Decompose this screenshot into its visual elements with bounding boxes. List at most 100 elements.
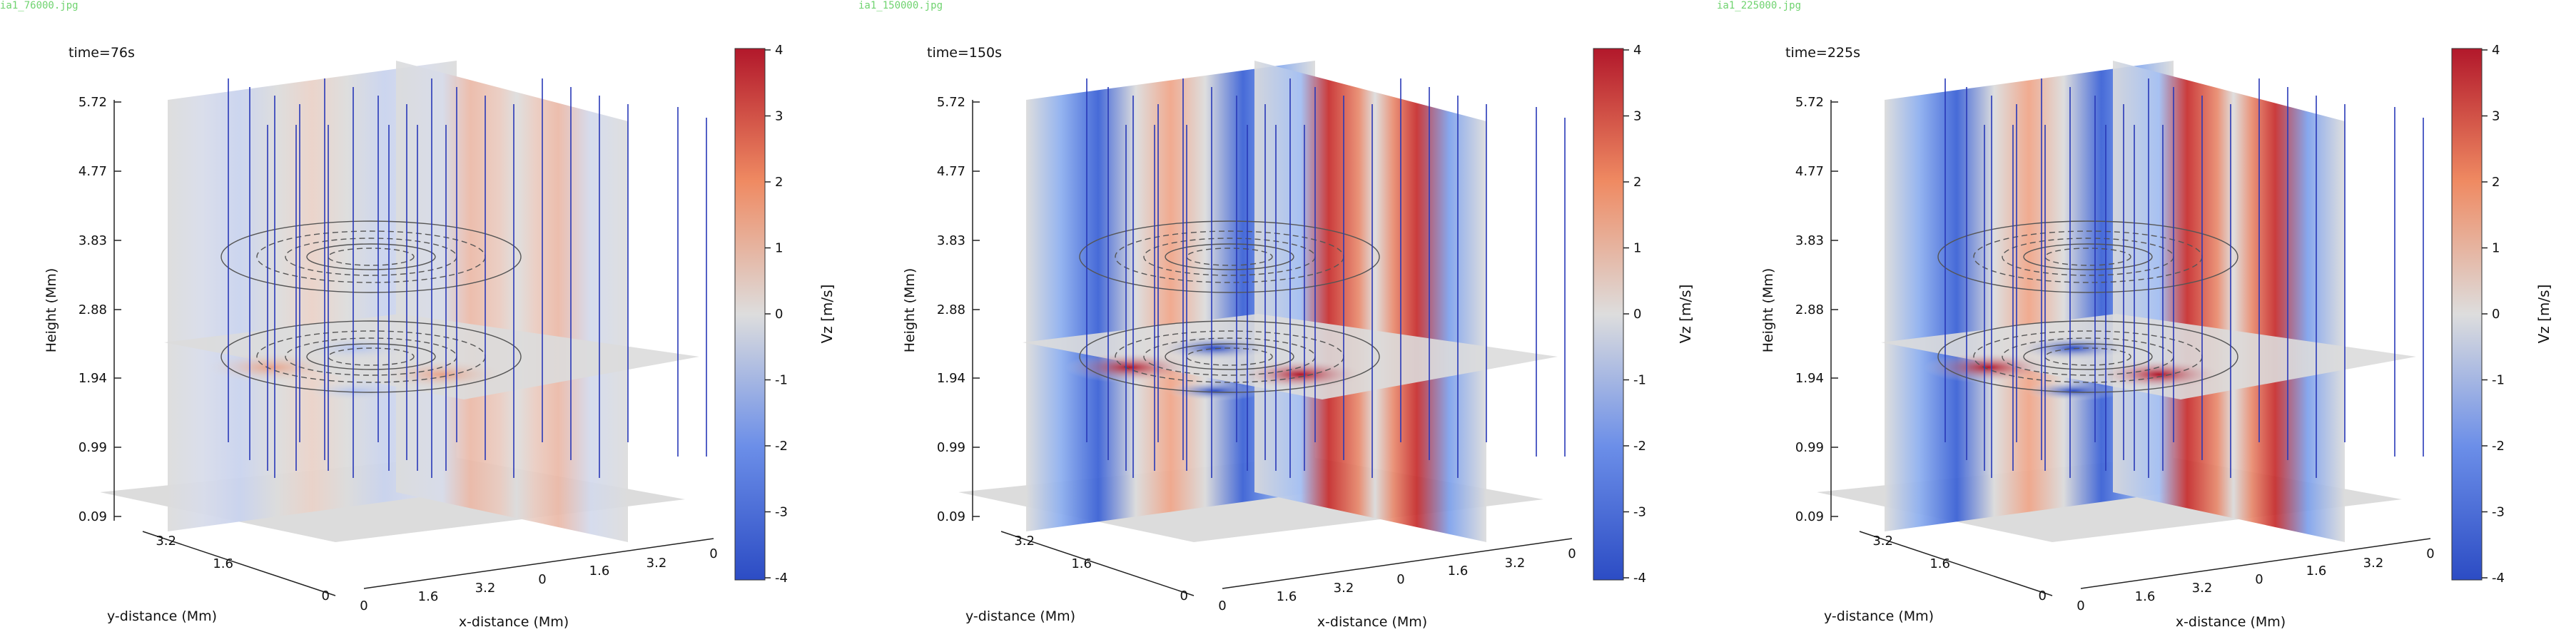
colorbar-tick-label: 2 (2492, 175, 2500, 190)
x-tick-label: 1.6 (2306, 564, 2327, 579)
slice-xy-blob (307, 381, 407, 401)
contour-ring (1937, 320, 2238, 393)
x-axis-label: x-distance (Mm) (459, 614, 569, 630)
x-axis (363, 538, 714, 589)
colorbar-tick-label: -1 (1633, 373, 1646, 388)
height-tick-label: 3.83 (937, 233, 965, 248)
slice-xz (1254, 61, 1486, 542)
x-tick-label: 0 (1218, 598, 1226, 613)
colorbar-label: Vz [m/s] (2535, 285, 2552, 344)
height-tick-label: 4.77 (78, 164, 107, 179)
x-tick-label: 3.2 (2363, 556, 2384, 571)
colorbar-tick-label: -4 (775, 571, 788, 586)
y-tick-label: 0 (1180, 588, 1188, 603)
colorbar-tick-label: 4 (775, 43, 783, 58)
height-tick-label: 1.94 (78, 371, 107, 386)
colorbar-tick-label: -4 (2492, 571, 2505, 586)
height-tick-label: 2.88 (78, 302, 107, 317)
x-axis-label: x-distance (Mm) (1317, 614, 1427, 630)
height-axis-label: Height (Mm) (902, 268, 918, 353)
x-tick-label: 3.2 (646, 556, 667, 571)
colorbar-tick-label: -4 (1633, 571, 1646, 586)
x-axis (1222, 538, 1573, 589)
colorbar-tick-label: 0 (1633, 307, 1641, 322)
contour-ring (2044, 248, 2131, 266)
colorbar-tick-label: -2 (1633, 439, 1646, 454)
y-axis-label: y-distance (Mm) (1824, 608, 1934, 624)
x-tick-label: 1.6 (589, 564, 610, 579)
panel-2: ia1_150000.jpg 5.72 4.77 3.83 2.88 1.94 0.99 0… (858, 0, 1717, 642)
y-tick-label: 3.2 (156, 534, 176, 549)
contour-ring (1165, 243, 1294, 270)
y-tick-label: 1.6 (1930, 556, 1950, 571)
height-tick-label: 4.77 (1795, 164, 1824, 179)
colorbar-label: Vz [m/s] (818, 285, 836, 344)
y-tick-label: 1.6 (213, 556, 233, 571)
height-tick-label: 0.99 (937, 440, 965, 455)
x-tick-label: 0 (2426, 546, 2434, 561)
contour-ring (2023, 243, 2153, 270)
slice-xz (396, 61, 628, 542)
colorbar (1593, 48, 1624, 581)
height-tick-label: 1.94 (937, 371, 965, 386)
height-tick-label: 0.99 (1795, 440, 1824, 455)
panel-1: ia1_76000.jpg 5.72 4.77 3.83 2.88 1.94 0.99 0.… (0, 0, 858, 642)
height-tick-label: 3.83 (78, 233, 107, 248)
height-tick-label: 5.72 (78, 95, 107, 110)
slice-yz (168, 61, 457, 531)
y-tick-label: 3.2 (1014, 534, 1035, 549)
height-tick-label: 0.09 (78, 509, 107, 524)
y-axis (142, 531, 336, 596)
contour-ring (2044, 347, 2131, 366)
slice-xy-blob (207, 352, 335, 383)
colorbar-tick-label: -2 (775, 439, 788, 454)
y-axis (1000, 531, 1195, 596)
slice-yz (1885, 61, 2174, 531)
plot-3d: 5.72 4.77 3.83 2.88 1.94 0.99 0.09 Height (Mm) t… (44, 43, 836, 630)
y-axis-label: y-distance (Mm) (107, 608, 217, 624)
contour-ring (1937, 220, 2238, 293)
colorbar (734, 48, 766, 581)
contour-ring (1186, 248, 1273, 266)
contour-ring (1165, 343, 1294, 370)
y-tick-label: 1.6 (1071, 556, 1092, 571)
contour-ring (306, 343, 436, 370)
y-tick-label: 3.2 (1872, 534, 1893, 549)
plot-3d: 5.72 4.77 3.83 2.88 1.94 0.99 0.09 Height (Mm) t… (902, 43, 1694, 630)
time-label: time=76s (69, 45, 135, 61)
x-tick-label: 1.6 (2135, 589, 2156, 604)
slice-xy-blob (1065, 352, 1194, 383)
colorbar-tick-label: 3 (1633, 109, 1641, 124)
slice-xy-blob (1924, 352, 2052, 383)
x-axis-label: x-distance (Mm) (2176, 614, 2286, 630)
contour-ring (2023, 343, 2153, 370)
slice-xy-blob (2024, 381, 2124, 401)
height-tick-label: 0.09 (937, 509, 965, 524)
height-tick-label: 2.88 (1795, 302, 1824, 317)
height-tick-label: 5.72 (937, 95, 965, 110)
x-tick-label: 3.2 (1334, 581, 1354, 596)
slice-xz (2113, 61, 2345, 542)
colorbar-tick-label: 1 (775, 241, 783, 256)
colorbar-tick-label: -3 (1633, 505, 1646, 520)
height-tick-label: 1.94 (1795, 371, 1824, 386)
colorbar-tick-label: -3 (775, 505, 788, 520)
panel-filename: ia1_76000.jpg (0, 0, 78, 11)
y-tick-label: 0 (322, 588, 330, 603)
contour-ring (306, 243, 436, 270)
contour-ring (1079, 220, 1380, 293)
colorbar-tick-label: 3 (775, 109, 783, 124)
time-label: time=150s (927, 45, 1002, 61)
x-tick-label: 3.2 (475, 581, 496, 596)
panel-3: ia1_225000.jpg 5.72 4.77 3.83 2.88 1.94 0.99 0… (1717, 0, 2575, 642)
x-tick-label: 0 (2076, 598, 2084, 613)
panel-filename: ia1_150000.jpg (858, 0, 943, 11)
height-tick-label: 3.83 (1795, 233, 1824, 248)
height-tick-label: 5.72 (1795, 95, 1824, 110)
x-tick-label: 0 (1568, 546, 1576, 561)
y-tick-label: 0 (2039, 588, 2047, 603)
x-tick-label: 0 (709, 546, 717, 561)
colorbar-tick-label: 4 (1633, 43, 1641, 58)
x-axis (2080, 538, 2431, 589)
colorbar-tick-label: 2 (775, 175, 783, 190)
